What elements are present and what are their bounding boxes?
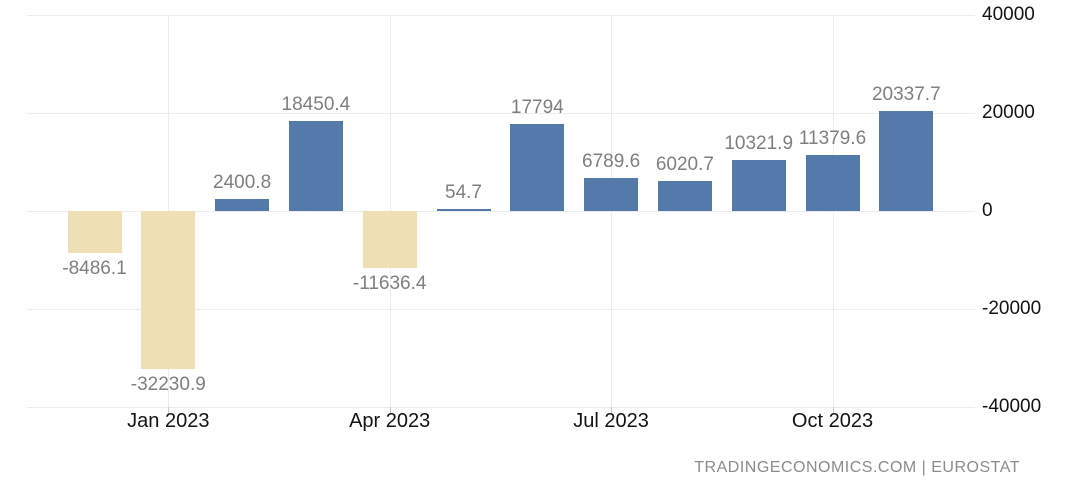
x-tick-mark [832, 407, 834, 413]
y-tick-label: 20000 [982, 102, 1035, 123]
y-gridline [27, 407, 975, 408]
x-tick-mark [168, 407, 170, 413]
y-gridline [27, 211, 975, 212]
x-gridline [611, 15, 613, 407]
bar-7[interactable] [510, 123, 565, 211]
x-tick-label: Jan 2023 [127, 410, 210, 432]
bar-3[interactable] [215, 199, 270, 211]
bar-value-label: 54.7 [445, 182, 482, 203]
y-gridline [27, 309, 975, 310]
bar-value-label: 11379.6 [798, 128, 867, 150]
attribution-text: TRADINGECONOMICS.COM | EUROSTAT [694, 459, 1020, 476]
y-tick-label: 0 [982, 200, 993, 221]
plot-area: -8486.1 -32230.9 2400.8 18450.4 -11636.4 54.7… [27, 15, 975, 413]
bar-6[interactable] [436, 209, 491, 211]
x-tick-mark [389, 407, 391, 413]
bar-value-label: 6789.6 [582, 150, 641, 172]
bar-10[interactable] [731, 160, 786, 211]
bar-11[interactable] [805, 155, 860, 211]
x-tick-label: Jul 2023 [573, 410, 649, 432]
bar-8[interactable] [584, 177, 639, 211]
bar-9[interactable] [657, 181, 712, 211]
y-tick-label: 40000 [982, 4, 1035, 25]
bar-value-label: -8486.1 [62, 257, 127, 279]
bar-value-label: 20337.7 [871, 84, 941, 106]
bar-4[interactable] [288, 120, 343, 211]
bar-1[interactable] [67, 211, 122, 253]
bar-value-label: 10321.9 [724, 133, 794, 155]
x-tick-label: Oct 2023 [791, 410, 874, 432]
y-gridline [27, 15, 975, 16]
y-tick-label: -20000 [982, 298, 1042, 319]
x-gridline [832, 15, 834, 407]
bar-12[interactable] [879, 111, 934, 211]
bar-value-label: 2400.8 [213, 172, 272, 194]
y-gridline [27, 113, 975, 114]
bar-value-label: 18450.4 [281, 93, 351, 115]
bar-5[interactable] [362, 211, 417, 269]
bar-value-label: 6020.7 [655, 154, 714, 176]
bar-value-label: -32230.9 [130, 373, 206, 395]
x-tick-label: Apr 2023 [349, 410, 431, 432]
bar-value-label: -11636.4 [352, 273, 427, 295]
bar-value-label: 17794 [510, 96, 564, 118]
bar-2[interactable] [141, 211, 196, 369]
y-tick-label: -40000 [982, 396, 1042, 417]
x-tick-mark [611, 407, 613, 413]
